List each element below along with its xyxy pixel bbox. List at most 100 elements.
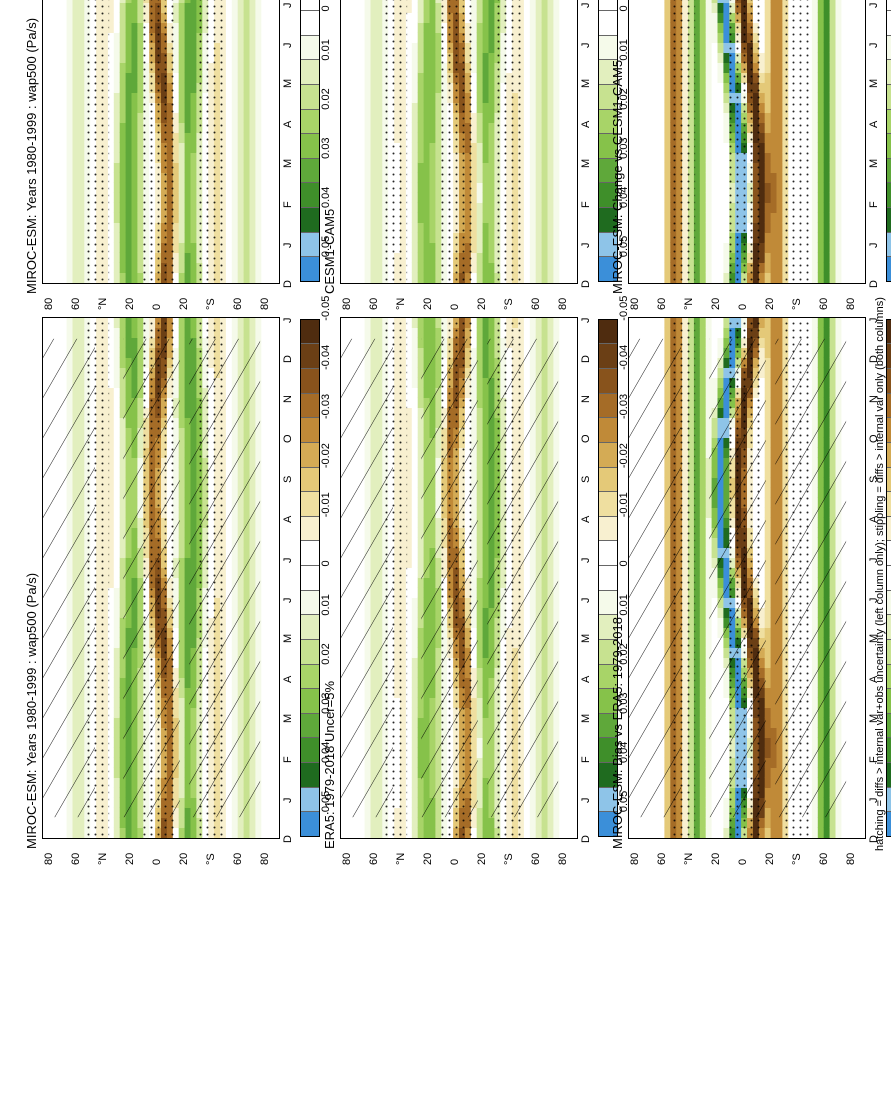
colorbar-swatch — [887, 515, 891, 541]
lat-tick: °S — [205, 298, 217, 310]
hatch-zone — [123, 338, 180, 818]
lat-tick: 20 — [476, 297, 488, 310]
month-tick: A — [580, 120, 592, 128]
lat-tick: 60 — [818, 297, 830, 310]
month-tick: A — [580, 675, 592, 683]
month-tick: M — [868, 158, 880, 168]
colorbar-swatch — [887, 182, 891, 208]
colorbar-swatch — [887, 0, 891, 11]
month-tick: J — [580, 597, 592, 604]
colorbar-swatch — [887, 392, 891, 418]
panel-title: MIROC-ESM: Years 1980-1999 : wap500 (Pa/… — [24, 17, 39, 294]
lat-tick: 60 — [232, 852, 244, 865]
lat-tick: 20 — [124, 297, 136, 310]
lat-tick: 0 — [737, 303, 749, 310]
panel-1: MIROC-ESM: Years 1980-1999 : wap500 (Pa/… — [14, 296, 332, 869]
colorbar-swatch — [887, 319, 891, 344]
lat-tick: 0 — [449, 303, 461, 310]
lat-tick: 80 — [43, 852, 55, 865]
colorbar — [886, 0, 891, 282]
month-tick: F — [282, 756, 294, 763]
lat-tick: 0 — [737, 858, 749, 865]
month-tick: M — [580, 713, 592, 723]
month-tick: D — [868, 280, 880, 288]
lat-tick: 80 — [341, 852, 353, 865]
colorbar-swatch — [887, 207, 891, 232]
month-tick: M — [868, 78, 880, 88]
lat-tick: 80 — [341, 297, 353, 310]
month-tick: J — [868, 42, 880, 49]
hatch-zone — [775, 338, 847, 818]
lat-tick: 20 — [710, 852, 722, 865]
hatch-zone — [421, 338, 478, 818]
month-tick: M — [580, 633, 592, 643]
colorbar-swatch — [887, 737, 891, 763]
lat-tick: 20 — [764, 852, 776, 865]
month-tick: J — [282, 557, 294, 564]
colorbar-swatch — [887, 786, 891, 812]
month-tick: J — [282, 42, 294, 49]
colorbar-swatch — [887, 231, 891, 257]
lat-tick: 20 — [422, 297, 434, 310]
lat-tick: 20 — [710, 297, 722, 310]
colorbar-swatch — [887, 108, 891, 134]
month-tick: M — [282, 158, 294, 168]
month-tick: A — [868, 120, 880, 128]
heatmap-plot — [628, 0, 866, 284]
lat-tick: °S — [503, 853, 515, 865]
month-tick: M — [282, 78, 294, 88]
panel-title: MIROC-ESM: Bias vs ERA5: 1979-2018 — [610, 617, 625, 849]
hatch-zone — [341, 338, 393, 818]
colorbar-swatch — [887, 639, 891, 664]
month-tick: F — [580, 756, 592, 763]
month-tick: F — [868, 201, 880, 208]
month-tick: J — [580, 797, 592, 804]
stipple-zone — [728, 0, 762, 283]
month-tick: J — [580, 2, 592, 9]
panel-5: CESM1-CAM5DJFMAMJJASONDJ8060°N20020°S608… — [312, 0, 630, 314]
lat-tick: 60 — [368, 852, 380, 865]
colorbar-swatch — [887, 589, 891, 615]
month-tick: J — [868, 2, 880, 9]
month-tick: O — [580, 434, 592, 443]
lat-tick: 20 — [178, 852, 190, 865]
month-tick: F — [282, 201, 294, 208]
colorbar-swatch — [887, 811, 891, 836]
panel-2: ERA5: 1979-2018 Uncer=5% D J F M A M J J A S O N D J 80… — [312, 296, 630, 869]
lat-tick: 60 — [530, 297, 542, 310]
colorbar-swatch — [887, 84, 891, 109]
panel-title: MIROC-ESM: Change vs CESM1-CAM5 — [610, 59, 625, 294]
month-tick: J — [282, 797, 294, 804]
month-tick: M — [580, 78, 592, 88]
panel-3: MIROC-ESM: Bias vs ERA5: 1979-2018 D J F M A M… — [600, 317, 891, 869]
stipple-zone — [85, 0, 110, 283]
lat-tick: 20 — [422, 852, 434, 865]
month-tick: O — [282, 434, 294, 443]
month-tick: D — [580, 355, 592, 363]
colorbar-swatch — [887, 466, 891, 492]
lat-tick: 80 — [259, 852, 271, 865]
lat-tick: °N — [683, 297, 695, 310]
colorbar-swatch — [887, 663, 891, 689]
lat-tick: °N — [683, 852, 695, 865]
lat-tick: 80 — [259, 297, 271, 310]
lat-tick: °S — [503, 298, 515, 310]
month-tick: A — [282, 515, 294, 523]
lat-tick: 0 — [151, 858, 163, 865]
heatmap-svg — [43, 0, 279, 283]
colorbar-swatch — [887, 614, 891, 639]
lat-tick: 60 — [530, 852, 542, 865]
heatmap-svg — [629, 318, 865, 838]
lat-tick: °N — [97, 852, 109, 865]
colorbar-swatch — [887, 133, 891, 158]
month-tick: J — [580, 242, 592, 249]
lat-tick: 60 — [656, 297, 668, 310]
month-tick: D — [580, 835, 592, 843]
heatmap-plot — [42, 0, 280, 284]
colorbar-swatch — [887, 565, 891, 590]
month-tick: J — [580, 42, 592, 49]
lat-tick: 60 — [818, 852, 830, 865]
month-tick: M — [282, 713, 294, 723]
stipple-zone — [383, 0, 408, 283]
colorbar-swatch — [887, 540, 891, 566]
